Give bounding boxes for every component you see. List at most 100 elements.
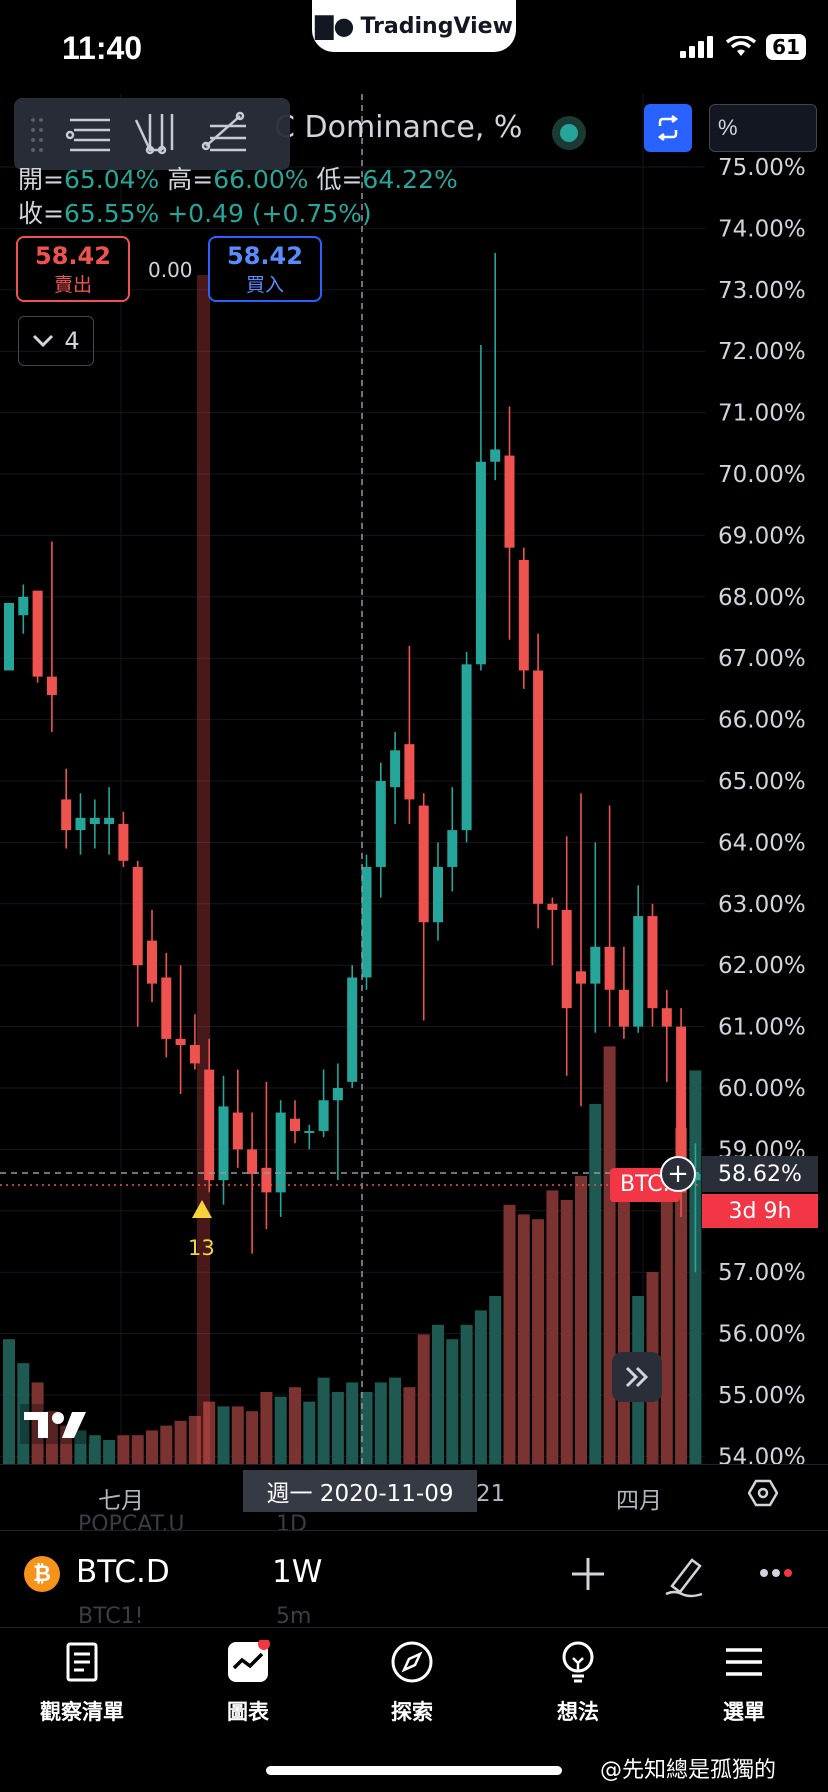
more-options-button[interactable]: [760, 1568, 796, 1578]
price-axis-label: 74.00%: [718, 216, 806, 242]
horizontal-lines-tool-icon[interactable]: [60, 106, 116, 162]
price-axis-label: 60.00%: [718, 1076, 806, 1102]
plus-icon: +: [667, 1159, 689, 1189]
candle-body: [433, 866, 443, 923]
close-value: 65.55%: [63, 199, 160, 228]
compass-icon: [391, 1641, 433, 1683]
nav-watchlist[interactable]: 觀察清單: [22, 1640, 142, 1726]
triangle-marker-icon[interactable]: [192, 1200, 212, 1218]
drag-handle-icon[interactable]: [28, 114, 48, 154]
price-axis-label: 73.00%: [718, 278, 806, 304]
volume-bar: [317, 1377, 330, 1464]
volume-bar: [417, 1334, 430, 1464]
high-value: 66.00%: [213, 165, 309, 194]
time-label-21: 21: [476, 1481, 506, 1507]
price-axis-label: 68.00%: [718, 585, 806, 611]
chevron-down-icon: [33, 334, 54, 348]
market-status-indicator[interactable]: [552, 116, 586, 150]
price-axis-label: 71.00%: [718, 401, 806, 427]
symbol-selector[interactable]: BTC.D: [76, 1554, 170, 1590]
candle-body: [247, 1149, 258, 1174]
volume-bar: [374, 1382, 387, 1464]
nav-menu[interactable]: 選單: [684, 1640, 804, 1726]
home-indicator[interactable]: [266, 1766, 562, 1775]
status-time: 11:40: [62, 30, 143, 66]
hexagon-settings-icon[interactable]: [748, 1478, 778, 1508]
candle-body: [218, 1106, 229, 1181]
menu-icon: [726, 1648, 762, 1676]
volume-bar: [31, 1382, 44, 1464]
ohlc-line-2: 收=65.55% +0.49 (+0.75%): [18, 194, 372, 230]
buy-label: 買入: [245, 273, 284, 296]
bitcoin-icon: ₿: [24, 1556, 60, 1592]
candle-body: [318, 1100, 329, 1131]
volume-bar: [460, 1324, 473, 1464]
candle-body: [175, 1038, 186, 1046]
candle-body: [304, 1130, 315, 1133]
volume-bar: [88, 1435, 101, 1464]
candle-body: [618, 989, 629, 1027]
nav-explore[interactable]: 探索: [352, 1640, 472, 1726]
candle-body: [661, 1008, 672, 1027]
price-axis-label: 67.00%: [718, 646, 806, 672]
candle-body: [189, 1045, 200, 1064]
candle-body: [447, 830, 458, 867]
interval-selector[interactable]: 1W: [272, 1554, 323, 1590]
nav-label-watchlist: 觀察清單: [40, 1700, 124, 1724]
ghost-interval-1: 1D: [276, 1512, 307, 1537]
nav-label-chart: 圖表: [227, 1700, 269, 1724]
ghost-symbol-2: BTC1!: [78, 1604, 144, 1629]
candle-body: [132, 866, 143, 966]
candle-body: [261, 1167, 272, 1193]
volume-bar: [289, 1387, 301, 1464]
highlight-column: [197, 275, 210, 1464]
indicators-toggle-button[interactable]: 4: [18, 316, 94, 366]
scroll-to-realtime-button[interactable]: [612, 1352, 662, 1402]
candle-body: [404, 744, 415, 800]
price-axis-label: 63.00%: [718, 892, 806, 918]
buy-button[interactable]: 58.42 買入: [208, 236, 322, 302]
low-value: 64.22%: [362, 165, 458, 194]
price-axis-label: 65.00%: [718, 769, 806, 795]
price-unit-field[interactable]: [709, 104, 817, 152]
candle-body: [475, 461, 486, 665]
volume-bar: [246, 1411, 259, 1464]
candle-body: [504, 455, 515, 548]
chart-icon: [228, 1638, 270, 1682]
candle-body: [375, 781, 386, 867]
sell-button[interactable]: 58.42 賣出: [16, 236, 130, 302]
volume-bar: [3, 1339, 15, 1464]
volume-bar: [503, 1204, 516, 1464]
candle-body: [89, 817, 100, 824]
volume-bar: [617, 1195, 630, 1464]
candle-body: [46, 676, 57, 696]
add-alert-button[interactable]: +: [660, 1156, 696, 1192]
add-indicator-button[interactable]: [568, 1554, 608, 1594]
candle-body: [75, 817, 86, 831]
candle-body: [32, 590, 43, 677]
candlesticks: [4, 252, 701, 1273]
tradingview-brand-pill: ▇● TradingView: [312, 0, 516, 52]
battery-indicator: 61: [766, 34, 806, 60]
watermark-text: @先知總是孤獨的: [600, 1758, 777, 1783]
volume-bar: [517, 1214, 530, 1464]
candle-body: [604, 946, 615, 990]
pitchfork-tool-icon[interactable]: [128, 106, 184, 162]
auto-scale-button[interactable]: [644, 104, 692, 152]
candle-body: [61, 799, 72, 831]
candle-body: [418, 805, 429, 923]
drawing-tools-button[interactable]: [662, 1552, 708, 1598]
volume-bar: [231, 1406, 244, 1464]
current-price-tag: 58.62%: [702, 1156, 818, 1192]
nav-chart[interactable]: 圖表: [188, 1638, 308, 1726]
fib-tool-icon[interactable]: [196, 106, 252, 162]
nav-ideas[interactable]: 想法: [518, 1640, 638, 1726]
volume-bar: [446, 1339, 459, 1464]
volume-bars: [3, 1046, 702, 1464]
time-axis[interactable]: 七月 21 四月: [0, 1464, 828, 1525]
candle-body: [4, 602, 14, 671]
price-axis-label: 64.00%: [718, 830, 806, 856]
volume-bar: [546, 1190, 559, 1464]
candle-body: [676, 1026, 687, 1193]
candle-body: [533, 670, 544, 904]
